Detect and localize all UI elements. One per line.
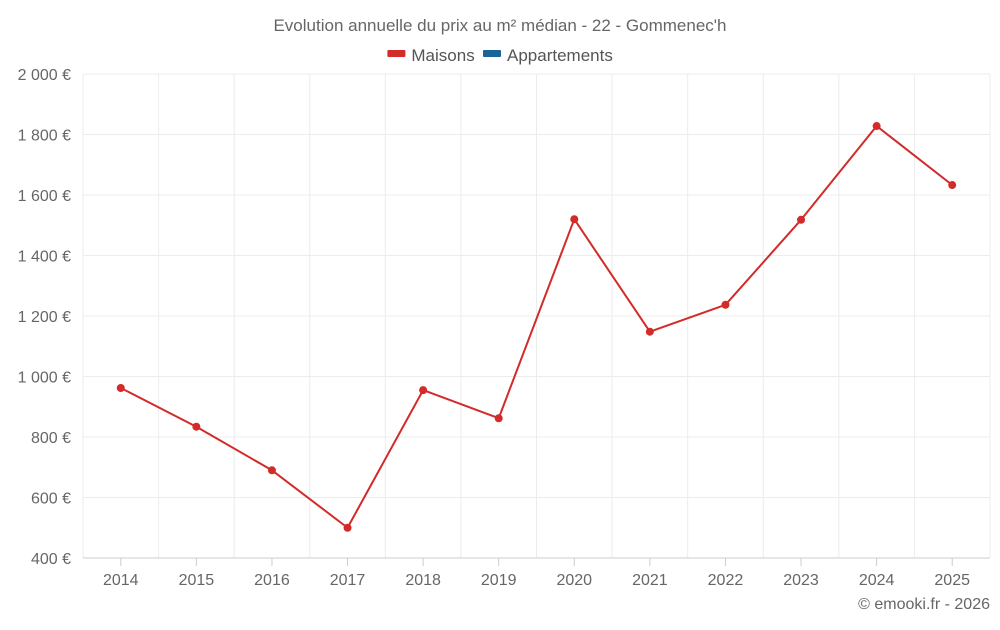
series-line-maisons xyxy=(120,125,953,529)
x-tick-label: 2016 xyxy=(254,572,290,589)
axes: 400 € 600 € 800 € 1 000 € 1 200 € 1 400 € 1 60… xyxy=(18,67,990,589)
legend: Maisons Appartements xyxy=(387,46,613,65)
x-tick-label: 2022 xyxy=(708,572,744,589)
x-tick-label: 2015 xyxy=(179,572,215,589)
data-point[interactable] xyxy=(570,215,579,224)
legend-swatch xyxy=(483,50,501,57)
data-point[interactable] xyxy=(645,327,654,336)
y-tick-label: 2 000 € xyxy=(18,67,71,84)
series-layer xyxy=(116,122,957,532)
data-point[interactable] xyxy=(721,300,730,309)
data-point[interactable] xyxy=(419,386,428,395)
y-tick-label: 400 € xyxy=(31,551,71,568)
chart-title: Evolution annuelle du prix au m² médian … xyxy=(273,16,726,35)
legend-item-appartements[interactable]: Appartements xyxy=(483,46,613,65)
legend-label: Maisons xyxy=(411,46,474,65)
x-tick-label: 2014 xyxy=(103,572,139,589)
y-tick-label: 600 € xyxy=(31,491,71,508)
data-point[interactable] xyxy=(267,466,276,475)
x-tick-label: 2023 xyxy=(783,572,819,589)
y-tick-label: 1 000 € xyxy=(18,370,71,387)
data-point[interactable] xyxy=(192,422,201,431)
data-point[interactable] xyxy=(872,122,881,131)
data-point[interactable] xyxy=(948,181,957,190)
legend-label: Appartements xyxy=(507,46,613,65)
y-tick-label: 800 € xyxy=(31,430,71,447)
y-tick-label: 1 400 € xyxy=(18,249,71,266)
data-point[interactable] xyxy=(797,215,806,224)
x-tick-label: 2024 xyxy=(859,572,895,589)
legend-swatch xyxy=(387,50,406,57)
data-point[interactable] xyxy=(494,414,503,423)
y-tick-label: 1 200 € xyxy=(18,309,71,326)
legend-item-maisons[interactable]: Maisons xyxy=(387,46,475,65)
data-point[interactable] xyxy=(343,523,352,532)
data-point[interactable] xyxy=(116,383,125,392)
credit-text: © emooki.fr - 2026 xyxy=(858,596,990,613)
x-tick-label: 2020 xyxy=(556,572,592,589)
grid xyxy=(82,73,991,558)
x-tick-label: 2025 xyxy=(934,572,970,589)
x-tick-label: 2018 xyxy=(405,572,441,589)
x-tick-label: 2019 xyxy=(481,572,517,589)
x-tick-label: 2017 xyxy=(330,572,366,589)
y-tick-label: 1 600 € xyxy=(18,188,71,205)
y-tick-label: 1 800 € xyxy=(18,128,71,145)
x-tick-label: 2021 xyxy=(632,572,668,589)
